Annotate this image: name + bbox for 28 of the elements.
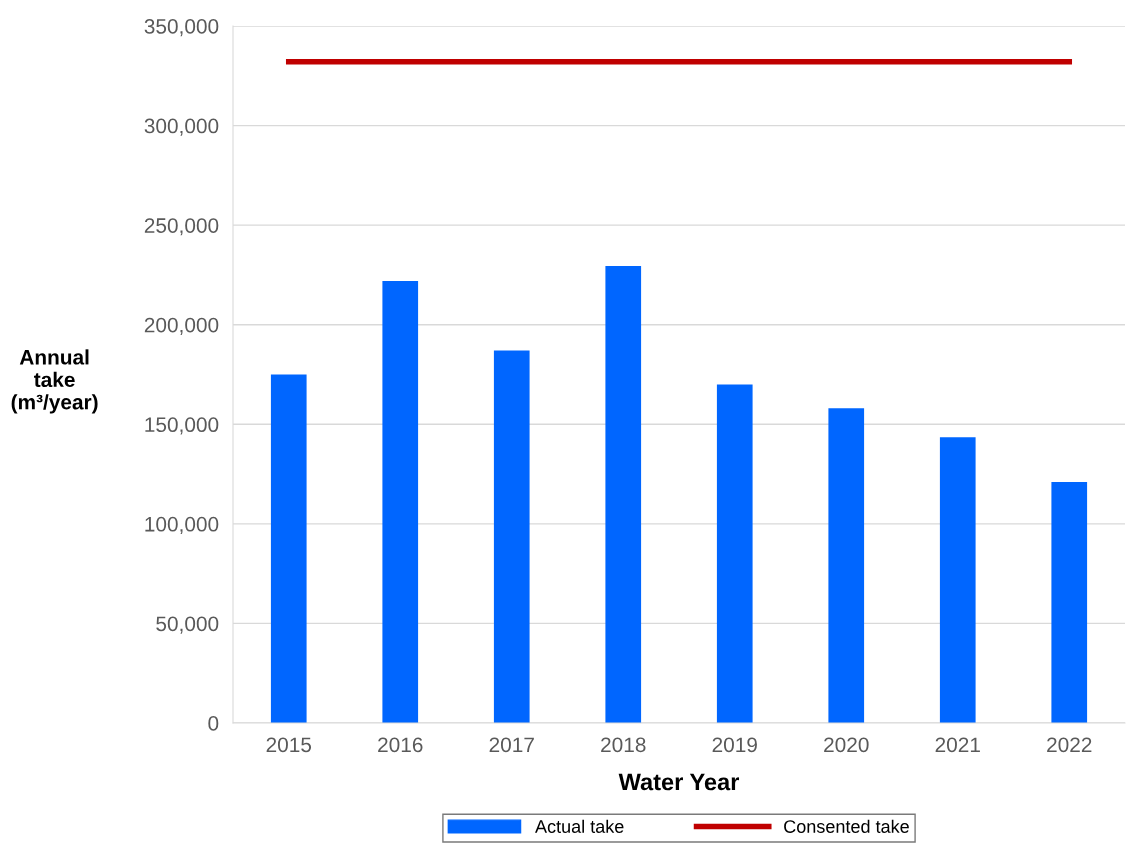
bar — [270, 374, 307, 723]
y-tick-label: 150,000 — [145, 417, 219, 435]
x-tick-label: 2017 — [489, 737, 534, 753]
y-tick-label: 300,000 — [144, 118, 219, 136]
x-axis-title: Water Year — [618, 773, 740, 791]
bar — [605, 265, 642, 723]
bar — [828, 408, 865, 723]
y-tick-label: 50,000 — [156, 616, 219, 634]
bar — [1051, 482, 1088, 723]
x-tick-label: 2019 — [712, 737, 757, 753]
x-tick-label: 2021 — [935, 737, 980, 753]
y-tick-label: 100,000 — [145, 516, 219, 535]
legend-label: Actual take — [535, 819, 624, 833]
x-tick-label: 2015 — [266, 737, 312, 753]
legend-label: Consented take — [784, 819, 909, 833]
bar — [382, 280, 419, 723]
x-tick-label: 2016 — [378, 737, 423, 753]
y-tick-label: 250,000 — [144, 218, 219, 236]
y-tick-label: 200,000 — [144, 317, 219, 335]
x-tick-label: 2022 — [1047, 737, 1092, 753]
y-axis-title: Annual take (m³/year) — [11, 349, 98, 414]
bar — [939, 437, 976, 723]
bar — [493, 350, 530, 723]
bar — [716, 384, 753, 723]
y-tick-label: 350,000 — [144, 19, 219, 37]
x-tick-label: 2018 — [601, 737, 646, 753]
x-tick-label: 2020 — [824, 737, 869, 753]
y-tick-label: 0 — [208, 716, 219, 731]
